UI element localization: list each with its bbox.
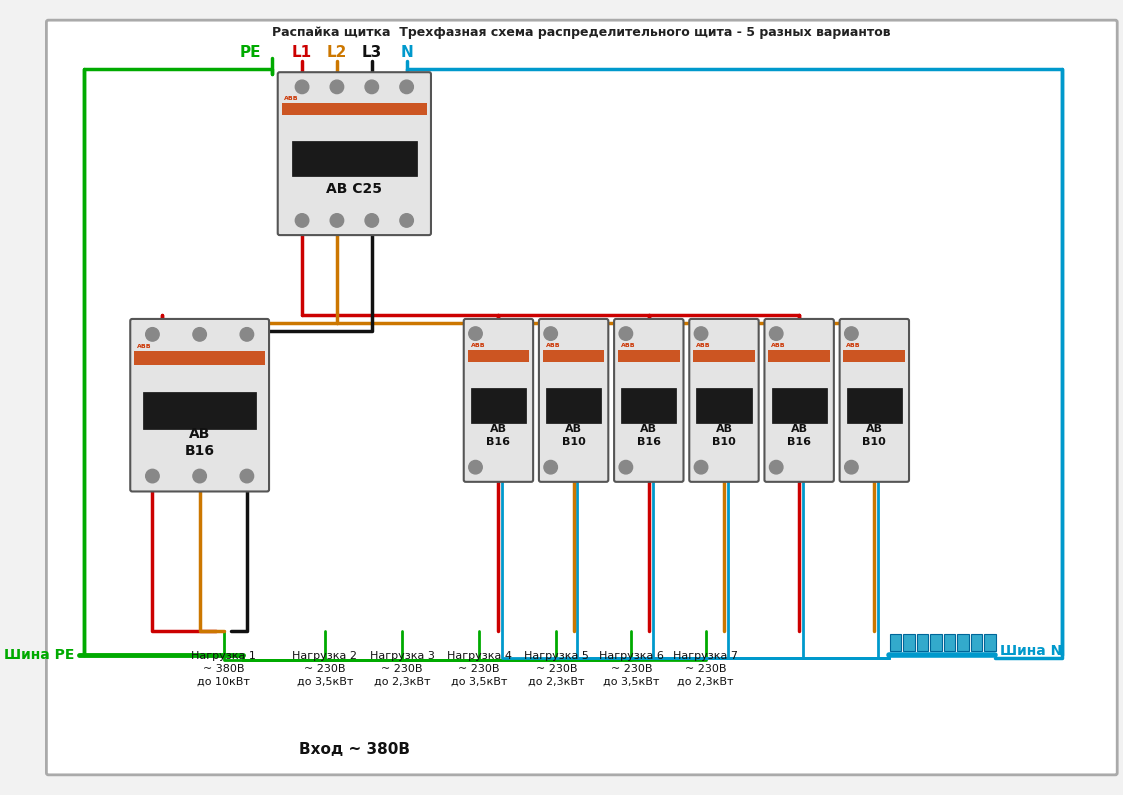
Circle shape bbox=[544, 327, 557, 340]
Text: L1: L1 bbox=[292, 45, 312, 60]
Text: АВ
В16: АВ В16 bbox=[486, 425, 511, 447]
Bar bbox=[621, 388, 676, 423]
Bar bbox=[970, 634, 983, 651]
Bar bbox=[984, 634, 996, 651]
Bar bbox=[134, 351, 265, 365]
Circle shape bbox=[240, 328, 254, 341]
Bar bbox=[916, 634, 929, 651]
Text: АВ
В10: АВ В10 bbox=[712, 425, 736, 447]
Circle shape bbox=[468, 327, 482, 340]
Bar bbox=[143, 392, 256, 429]
Text: L2: L2 bbox=[327, 45, 347, 60]
Text: Нагрузка 2
~ 230В
до 3,5кВт: Нагрузка 2 ~ 230В до 3,5кВт bbox=[292, 650, 357, 687]
Text: АВ
В16: АВ В16 bbox=[637, 425, 660, 447]
Text: АВ
В16: АВ В16 bbox=[787, 425, 811, 447]
Text: ABB: ABB bbox=[696, 343, 711, 347]
Bar bbox=[546, 388, 601, 423]
Text: АВ
В16: АВ В16 bbox=[184, 427, 214, 458]
Bar bbox=[693, 350, 755, 363]
Circle shape bbox=[619, 460, 632, 474]
Text: ABB: ABB bbox=[621, 343, 636, 347]
Circle shape bbox=[295, 80, 309, 94]
Circle shape bbox=[193, 328, 207, 341]
FancyBboxPatch shape bbox=[539, 319, 609, 482]
Circle shape bbox=[844, 460, 858, 474]
Bar bbox=[696, 388, 751, 423]
Circle shape bbox=[330, 80, 344, 94]
Circle shape bbox=[694, 460, 707, 474]
Circle shape bbox=[468, 460, 482, 474]
Text: АВ С25: АВ С25 bbox=[327, 181, 382, 196]
Text: АВ
В10: АВ В10 bbox=[562, 425, 585, 447]
Circle shape bbox=[769, 460, 783, 474]
Text: ABB: ABB bbox=[284, 96, 299, 101]
Bar bbox=[943, 634, 956, 651]
Circle shape bbox=[400, 80, 413, 94]
Text: Нагрузка 3
~ 230В
до 2,3кВт: Нагрузка 3 ~ 230В до 2,3кВт bbox=[369, 650, 435, 687]
FancyBboxPatch shape bbox=[765, 319, 834, 482]
FancyBboxPatch shape bbox=[46, 20, 1117, 775]
Circle shape bbox=[769, 327, 783, 340]
Text: АВ
В10: АВ В10 bbox=[862, 425, 886, 447]
Text: Нагрузка 6
~ 230В
до 3,5кВт: Нагрузка 6 ~ 230В до 3,5кВт bbox=[599, 650, 664, 687]
Bar bbox=[957, 634, 969, 651]
Bar bbox=[471, 388, 526, 423]
Text: Нагрузка 7
~ 230В
до 2,3кВт: Нагрузка 7 ~ 230В до 2,3кВт bbox=[673, 650, 738, 687]
Bar bbox=[889, 634, 902, 651]
Text: L3: L3 bbox=[362, 45, 382, 60]
Text: Нагрузка 4
~ 230В
до 3,5кВт: Нагрузка 4 ~ 230В до 3,5кВт bbox=[447, 650, 512, 687]
Bar bbox=[930, 634, 942, 651]
Bar bbox=[618, 350, 679, 363]
Bar bbox=[843, 350, 905, 363]
FancyBboxPatch shape bbox=[464, 319, 533, 482]
Circle shape bbox=[365, 214, 378, 227]
Text: Вход ~ 380В: Вход ~ 380В bbox=[299, 743, 410, 758]
FancyBboxPatch shape bbox=[840, 319, 909, 482]
Circle shape bbox=[193, 469, 207, 483]
Text: Нагрузка 5
~ 230В
до 2,3кВт: Нагрузка 5 ~ 230В до 2,3кВт bbox=[523, 650, 588, 687]
Circle shape bbox=[240, 469, 254, 483]
Circle shape bbox=[330, 214, 344, 227]
Bar bbox=[467, 350, 529, 363]
Text: ABB: ABB bbox=[546, 343, 560, 347]
Text: Шина N: Шина N bbox=[999, 643, 1062, 657]
FancyBboxPatch shape bbox=[277, 72, 431, 235]
Bar bbox=[772, 388, 827, 423]
Circle shape bbox=[295, 214, 309, 227]
Text: ABB: ABB bbox=[772, 343, 786, 347]
FancyBboxPatch shape bbox=[130, 319, 270, 491]
FancyBboxPatch shape bbox=[690, 319, 759, 482]
Bar bbox=[292, 141, 417, 176]
Text: Нагрузка 1
~ 380В
до 10кВт: Нагрузка 1 ~ 380В до 10кВт bbox=[191, 650, 256, 687]
Bar bbox=[847, 388, 902, 423]
Text: ABB: ABB bbox=[137, 344, 152, 349]
Text: ABB: ABB bbox=[471, 343, 485, 347]
Circle shape bbox=[694, 327, 707, 340]
Circle shape bbox=[146, 469, 159, 483]
Bar bbox=[542, 350, 604, 363]
Bar bbox=[282, 103, 427, 115]
Circle shape bbox=[365, 80, 378, 94]
Circle shape bbox=[146, 328, 159, 341]
Bar bbox=[768, 350, 830, 363]
Circle shape bbox=[544, 460, 557, 474]
Text: Распайка щитка  Трехфазная схема распределительного щита - 5 разных вариантов: Распайка щитка Трехфазная схема распреде… bbox=[272, 26, 891, 39]
Text: ABB: ABB bbox=[847, 343, 861, 347]
Circle shape bbox=[619, 327, 632, 340]
Text: PE: PE bbox=[240, 45, 262, 60]
Bar bbox=[903, 634, 915, 651]
Text: Шина РЕ: Шина РЕ bbox=[4, 649, 74, 662]
Circle shape bbox=[400, 214, 413, 227]
Text: N: N bbox=[400, 45, 413, 60]
Circle shape bbox=[844, 327, 858, 340]
FancyBboxPatch shape bbox=[614, 319, 684, 482]
